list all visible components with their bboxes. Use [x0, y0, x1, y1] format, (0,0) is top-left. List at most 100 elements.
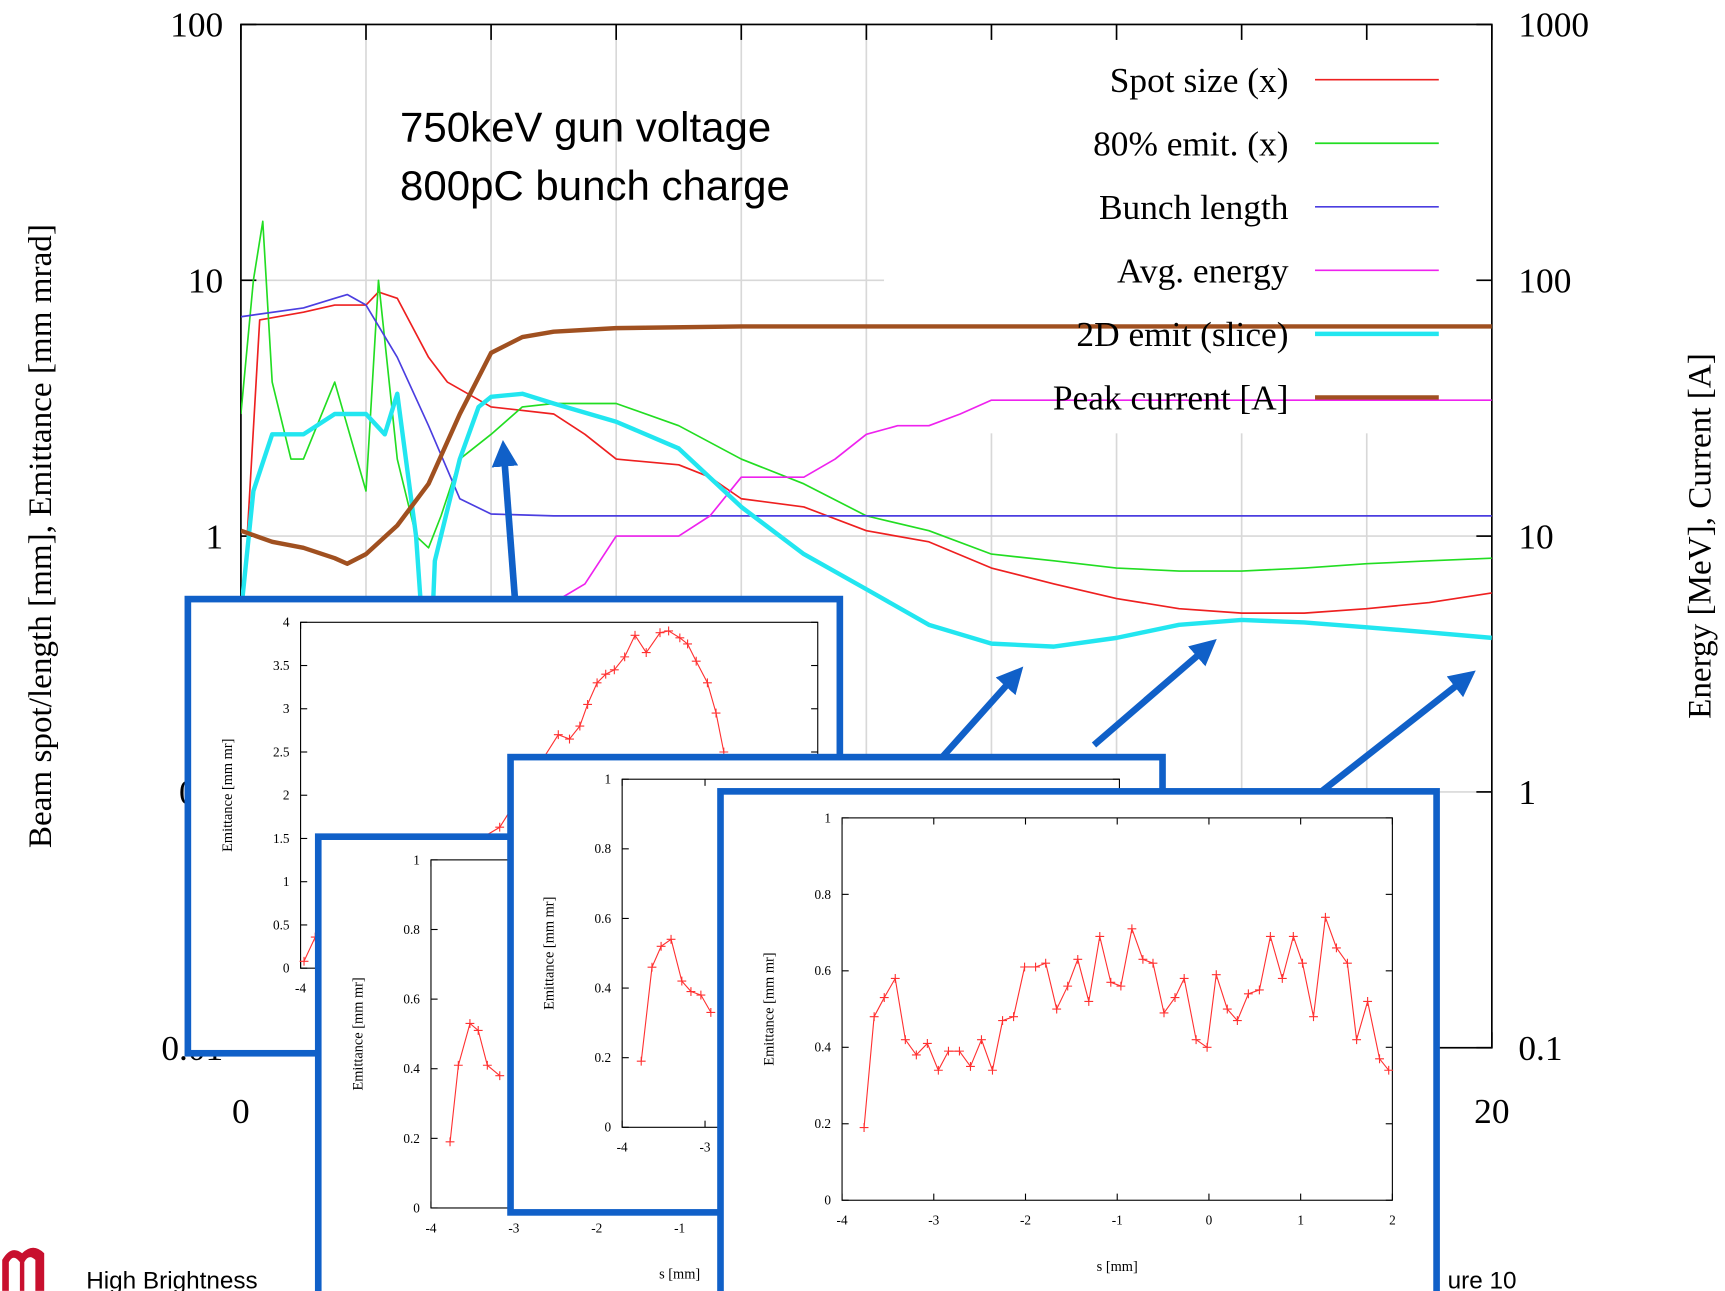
- inset-point: [955, 1046, 964, 1056]
- series-group: [240, 220, 1492, 718]
- inset-y-tick-label: 0.6: [595, 911, 612, 926]
- inset-y-tick-label: 0: [413, 1200, 420, 1215]
- inset-point: [1277, 974, 1287, 983]
- footer-right: ure 10: [1448, 1268, 1517, 1291]
- inset-y-tick-label: 0.5: [273, 917, 290, 932]
- inset-point: [1298, 958, 1307, 968]
- inset-point: [482, 1060, 492, 1070]
- inset-point: [944, 1046, 953, 1056]
- x-tick-label: 20: [1474, 1091, 1509, 1131]
- inset-point: [702, 678, 712, 688]
- inset-point: [911, 1050, 921, 1060]
- logo: [2, 1247, 45, 1291]
- inset-point: [1343, 958, 1352, 968]
- inset-point: [677, 976, 687, 986]
- inset-x-tick-label: -4: [617, 1140, 628, 1155]
- inset-point: [1384, 1065, 1394, 1075]
- inset-point: [655, 628, 665, 638]
- inset-point: [1222, 1004, 1232, 1014]
- y-tick-label: 10: [188, 260, 223, 300]
- inset-point: [641, 648, 651, 657]
- inset-point: [453, 1060, 463, 1070]
- inset-point: [473, 1026, 483, 1035]
- inset-point: [647, 962, 657, 972]
- inset-line: [449, 1022, 501, 1142]
- inset-x-tick-label: -3: [928, 1213, 939, 1228]
- arrow: [936, 666, 1024, 763]
- inset-point: [1232, 1016, 1242, 1025]
- inset-x-tick-label: -4: [425, 1220, 436, 1235]
- inset-point: [691, 656, 701, 666]
- y2-tick-label: 1: [1518, 772, 1536, 812]
- inset-chart: 0 0.2 0.4 0.6 0.8 1 -4 -3 -2 -1 0 1 2 s [mm] Emittance…: [717, 788, 1440, 1291]
- inset-x-tick-label: -1: [674, 1220, 685, 1235]
- legend-label: 2D emit (slice): [1076, 314, 1288, 354]
- inset-point: [890, 974, 900, 983]
- inset-point: [900, 1035, 910, 1045]
- inset-point: [1009, 1012, 1018, 1022]
- inset-x-tick-label: -1: [1112, 1213, 1123, 1228]
- inset-y-tick-label: 3.5: [273, 658, 290, 673]
- inset-y-tick-label: 0.8: [814, 887, 831, 902]
- footer-left: High Brightness: [86, 1268, 258, 1291]
- inset-point: [696, 990, 706, 1000]
- inset-x-tick-label: 1: [1297, 1213, 1304, 1228]
- inset-point: [1363, 996, 1373, 1006]
- inset-point: [1243, 989, 1253, 999]
- legend-label: Spot size (x): [1110, 60, 1289, 100]
- arrow: [491, 439, 519, 600]
- inset-point: [1063, 981, 1073, 991]
- inset-y-tick-label: 2: [283, 788, 290, 803]
- inset-point: [922, 1039, 932, 1048]
- annotation: 800pC bunch charge: [400, 162, 790, 209]
- arrow: [1091, 639, 1217, 748]
- inset-y-tick-label: 4: [283, 615, 290, 630]
- series-line: [240, 293, 1492, 517]
- inset-x-tick-label: -2: [1020, 1213, 1031, 1228]
- inset-point: [1041, 958, 1051, 968]
- y-tick-label: 100: [170, 5, 223, 45]
- inset-point: [1309, 1012, 1318, 1022]
- inset-point: [977, 1035, 986, 1045]
- inset-frame: [717, 788, 1440, 1291]
- insets: 0 0.5 1 1.5 2 2.5 3 3.5 4 -4 Emittance [mm mr] 0 0.2…: [184, 595, 1440, 1291]
- inset-point: [636, 1056, 646, 1066]
- y2-tick-label: 10: [1518, 516, 1553, 556]
- y2-axis-label: Energy [MeV], Current [A]: [1682, 353, 1719, 719]
- series-line: [540, 399, 1492, 670]
- inset-point: [1170, 993, 1180, 1003]
- y2-tick-label: 100: [1518, 260, 1571, 300]
- inset-point: [630, 630, 640, 640]
- inset-point: [1375, 1054, 1384, 1064]
- inset-point: [1332, 943, 1341, 953]
- inset-y-tick-label: 0: [283, 961, 290, 976]
- inset-point: [1179, 974, 1189, 983]
- inset-point: [998, 1016, 1007, 1025]
- inset-x-tick-label: -3: [508, 1220, 519, 1235]
- x-tick-label: 0: [232, 1091, 250, 1131]
- inset-point: [1202, 1042, 1212, 1052]
- inset-y-tick-label: 1.5: [273, 831, 290, 846]
- inset-point: [299, 956, 309, 966]
- inset-y-tick-label: 0.8: [595, 841, 612, 856]
- y-axis-label: Beam spot/length [mm], Emittance [mm mra…: [22, 224, 59, 848]
- inset-x-tick-label: 2: [1389, 1213, 1396, 1228]
- inset-y-tick-label: 0: [604, 1120, 611, 1135]
- inset-point: [620, 652, 630, 662]
- inset-y-tick-label: 1: [283, 874, 290, 889]
- inset-point: [465, 1019, 475, 1028]
- inset-point: [1191, 1035, 1201, 1045]
- legend-label: 80% emit. (x): [1093, 123, 1288, 163]
- inset-y-tick-label: 2.5: [273, 744, 290, 759]
- inset-point: [1084, 996, 1094, 1006]
- inset-point: [1211, 970, 1221, 980]
- inset-y-tick-label: 1: [824, 810, 831, 825]
- inset-point: [1116, 981, 1126, 991]
- inset-point: [1106, 977, 1116, 987]
- inset-point: [675, 633, 685, 643]
- inset-point: [495, 1071, 505, 1081]
- inset-point: [1127, 924, 1137, 934]
- inset-point: [592, 678, 602, 688]
